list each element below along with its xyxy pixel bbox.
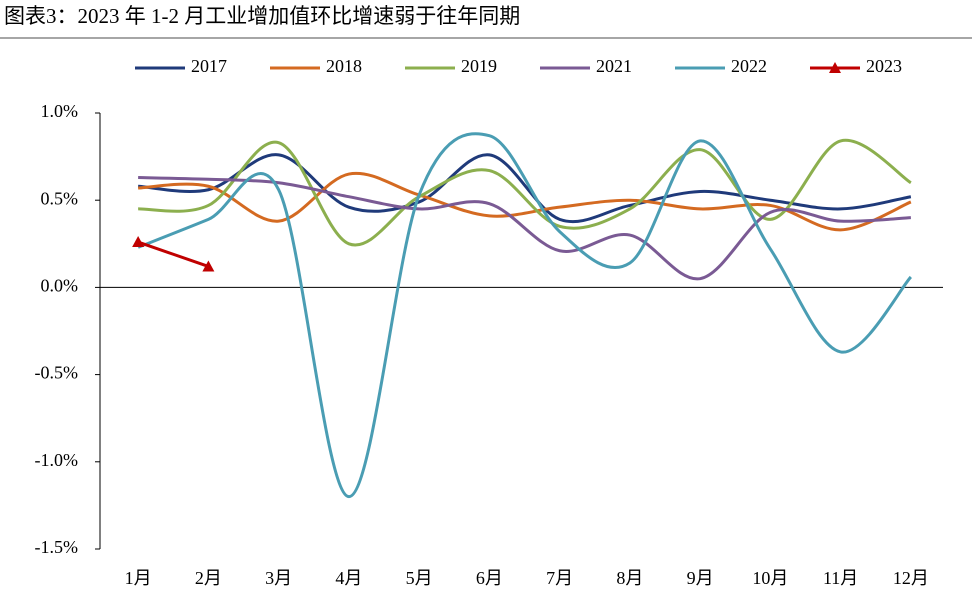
y-tick-label: 1.0% [41,101,79,121]
x-tick-label: 1月 [125,568,152,588]
series-line [138,171,912,232]
x-tick-label: 11月 [823,568,858,588]
x-tick-label: 12月 [893,568,929,588]
x-tick-label: 5月 [406,568,433,588]
legend-label: 2017 [191,56,227,76]
y-tick-label: -1.5% [35,537,79,557]
series-line [138,176,911,281]
series-line [137,240,209,268]
x-tick-label: 7月 [546,568,573,588]
y-tick-label: -0.5% [35,363,79,383]
x-tick-label: 10月 [752,568,788,588]
series-line [138,153,912,224]
x-tick-label: 9月 [687,568,714,588]
legend-label: 2021 [596,56,632,76]
y-tick-label: -1.0% [35,450,79,470]
marker [132,236,145,248]
chart-title: 图表3：2023 年 1-2 月工业增加值环比增速弱于往年同期 [4,4,520,28]
series-line [138,138,912,247]
legend-label: 2018 [326,56,362,76]
legend-label: 2022 [731,56,767,76]
series-line [137,132,913,499]
y-tick-label: 0.0% [41,276,79,296]
x-tick-label: 3月 [265,568,292,588]
x-tick-label: 2月 [195,568,222,588]
legend-marker [829,62,841,73]
y-tick-label: 0.5% [41,188,79,208]
legend-label: 2019 [461,56,497,76]
x-tick-label: 8月 [616,568,643,588]
legend-label: 2023 [866,56,902,76]
marker [202,260,215,272]
x-tick-label: 6月 [476,568,503,588]
x-tick-label: 4月 [335,568,362,588]
